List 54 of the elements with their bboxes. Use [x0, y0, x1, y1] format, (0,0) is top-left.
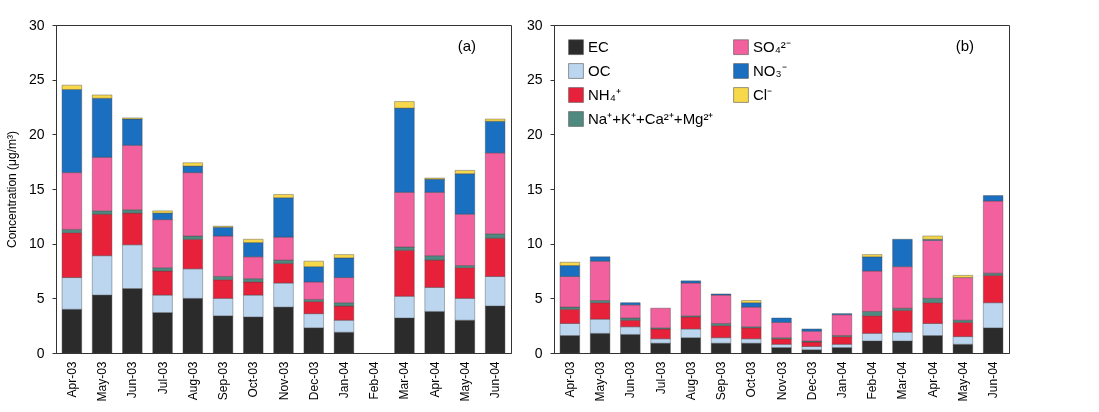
legend-label: NH₄⁺: [588, 86, 621, 103]
x-tick-label: Apr-03: [562, 361, 577, 398]
x-tick-label: Apr-04: [925, 361, 940, 398]
x-tick-label: May-04: [457, 361, 472, 402]
x-tick-label: Nov-03: [774, 361, 789, 401]
y-tick-label: 30: [526, 16, 543, 33]
x-tick-label: Jan-04: [834, 361, 849, 399]
x-tick-label: Dec-03: [306, 361, 321, 401]
x-tick-label: Jun-03: [125, 361, 140, 399]
x-tick-label: May-04: [955, 361, 970, 402]
x-tick-label: Nov-03: [276, 361, 291, 401]
x-tick-label: Sep-03: [216, 361, 231, 401]
x-tick-label: Jan-04: [336, 361, 351, 399]
y-tick-label: 0: [534, 344, 543, 361]
y-tick-label: 10: [28, 235, 45, 252]
x-tick-label: Mar-04: [397, 361, 412, 400]
x-tick-label: Aug-03: [683, 361, 698, 401]
x-tick-label: Oct-03: [246, 361, 261, 398]
annotation: (a): [457, 37, 476, 54]
y-axis-title: Concentration (μg/m³): [4, 131, 19, 248]
x-tick-label: Jul-03: [653, 361, 668, 395]
y-tick-label: 5: [534, 289, 543, 306]
x-tick-label: Feb-04: [367, 361, 382, 400]
x-tick-label: Mar-04: [895, 361, 910, 400]
x-tick-label: Aug-03: [185, 361, 200, 401]
x-tick-label: Apr-04: [427, 361, 442, 398]
x-tick-label: Jul-03: [155, 361, 170, 395]
x-tick-label: Apr-03: [64, 361, 79, 398]
y-tick-label: 25: [28, 71, 45, 88]
y-tick-label: 25: [526, 71, 543, 88]
x-tick-label: May-03: [95, 361, 110, 402]
x-tick-label: Feb-04: [865, 361, 880, 400]
y-tick-label: 5: [36, 289, 45, 306]
y-tick-label: 15: [526, 180, 543, 197]
legend-label: OC: [588, 62, 611, 79]
y-tick-label: 10: [526, 235, 543, 252]
x-tick-label: Oct-03: [744, 361, 759, 398]
x-tick-label: Jun-03: [623, 361, 638, 399]
y-tick-label: 15: [28, 180, 45, 197]
y-tick-label: 0: [36, 344, 45, 361]
x-tick-label: May-03: [593, 361, 608, 402]
x-tick-label: Dec-03: [804, 361, 819, 401]
x-tick-label: Jun-04: [986, 361, 1001, 399]
x-tick-label: Jun-04: [488, 361, 503, 399]
legend-label: NO₃⁻: [753, 62, 787, 79]
y-tick-label: 20: [28, 125, 45, 142]
y-tick-label: 20: [526, 125, 543, 142]
legend-label: Cl⁻: [753, 86, 773, 103]
y-tick-label: 30: [28, 16, 45, 33]
x-tick-label: Sep-03: [714, 361, 729, 401]
legend-label: Na⁺+K⁺+Ca²⁺+Mg²⁺: [588, 110, 714, 127]
annotation: (b): [955, 37, 974, 54]
legend-label: SO₄²⁻: [753, 38, 791, 56]
legend-label: EC: [588, 38, 609, 56]
